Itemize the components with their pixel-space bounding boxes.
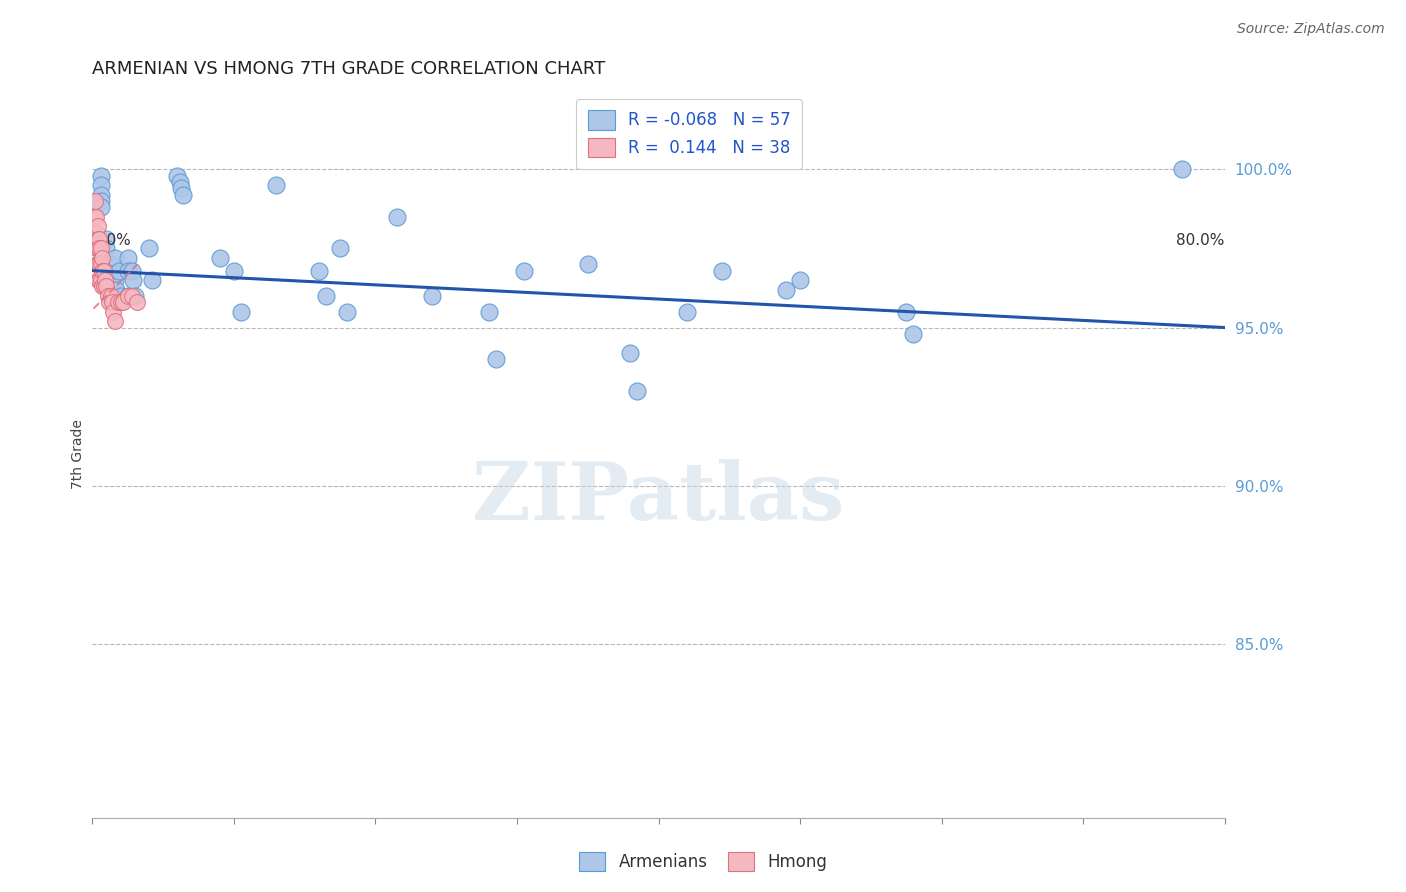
Point bbox=[127, 295, 149, 310]
Point bbox=[117, 263, 139, 277]
Point bbox=[90, 187, 112, 202]
Point bbox=[91, 251, 114, 265]
Point bbox=[91, 279, 114, 293]
Point bbox=[117, 289, 139, 303]
Point bbox=[315, 289, 337, 303]
Point bbox=[90, 242, 112, 256]
Point bbox=[103, 304, 125, 318]
Point bbox=[775, 283, 797, 297]
Point bbox=[107, 295, 129, 310]
Point bbox=[117, 251, 139, 265]
Point bbox=[485, 352, 508, 367]
Point bbox=[110, 289, 132, 303]
Point bbox=[96, 279, 118, 293]
Point bbox=[89, 273, 111, 287]
Point bbox=[96, 257, 118, 271]
Text: ZIPatlas: ZIPatlas bbox=[472, 458, 845, 537]
Point bbox=[86, 210, 108, 224]
Point bbox=[110, 295, 132, 310]
Point bbox=[576, 257, 599, 271]
Point bbox=[90, 178, 112, 193]
Point bbox=[86, 257, 108, 271]
Point bbox=[100, 257, 122, 271]
Point bbox=[101, 289, 124, 303]
Text: 80.0%: 80.0% bbox=[1177, 233, 1225, 248]
Point bbox=[229, 304, 252, 318]
Y-axis label: 7th Grade: 7th Grade bbox=[72, 419, 86, 489]
Point bbox=[87, 219, 110, 234]
Point bbox=[87, 273, 110, 287]
Legend: Armenians, Hmong: Armenians, Hmong bbox=[571, 843, 835, 880]
Text: ARMENIAN VS HMONG 7TH GRADE CORRELATION CHART: ARMENIAN VS HMONG 7TH GRADE CORRELATION … bbox=[93, 60, 606, 78]
Point bbox=[89, 257, 111, 271]
Point bbox=[222, 263, 245, 277]
Point bbox=[101, 295, 124, 310]
Point bbox=[122, 273, 145, 287]
Point bbox=[676, 304, 699, 318]
Point bbox=[100, 289, 122, 303]
Point bbox=[87, 242, 110, 256]
Point bbox=[711, 263, 734, 277]
Point bbox=[89, 242, 111, 256]
Point bbox=[93, 279, 115, 293]
Point bbox=[172, 187, 194, 202]
Point bbox=[208, 251, 231, 265]
Point bbox=[104, 273, 127, 287]
Point bbox=[513, 263, 536, 277]
Point bbox=[108, 263, 131, 277]
Point bbox=[420, 289, 443, 303]
Point bbox=[121, 289, 143, 303]
Point bbox=[896, 304, 918, 318]
Point bbox=[104, 314, 127, 328]
Point bbox=[112, 295, 135, 310]
Point bbox=[90, 273, 112, 287]
Point bbox=[105, 283, 128, 297]
Point bbox=[117, 289, 139, 303]
Point bbox=[96, 273, 118, 287]
Point bbox=[87, 232, 110, 246]
Point bbox=[94, 273, 117, 287]
Point bbox=[86, 242, 108, 256]
Point bbox=[86, 226, 108, 240]
Point bbox=[478, 304, 501, 318]
Text: Source: ZipAtlas.com: Source: ZipAtlas.com bbox=[1237, 22, 1385, 37]
Legend: R = -0.068   N = 57, R =  0.144   N = 38: R = -0.068 N = 57, R = 0.144 N = 38 bbox=[576, 99, 803, 169]
Point bbox=[87, 257, 110, 271]
Point bbox=[84, 226, 107, 240]
Point bbox=[97, 289, 120, 303]
Point bbox=[619, 346, 641, 360]
Point bbox=[264, 178, 287, 193]
Point bbox=[166, 169, 188, 183]
Point bbox=[96, 242, 118, 256]
Point bbox=[626, 384, 648, 398]
Point bbox=[329, 242, 352, 256]
Point bbox=[84, 210, 107, 224]
Point bbox=[121, 263, 143, 277]
Point bbox=[138, 242, 160, 256]
Point bbox=[84, 194, 107, 208]
Point bbox=[141, 273, 163, 287]
Point bbox=[170, 181, 193, 195]
Point bbox=[91, 263, 114, 277]
Point bbox=[96, 232, 118, 246]
Point bbox=[385, 210, 408, 224]
Point bbox=[1171, 162, 1194, 177]
Text: 0.0%: 0.0% bbox=[93, 233, 131, 248]
Point bbox=[789, 273, 811, 287]
Point bbox=[169, 175, 191, 189]
Point bbox=[93, 263, 115, 277]
Point bbox=[90, 194, 112, 208]
Point bbox=[903, 326, 925, 341]
Point bbox=[89, 232, 111, 246]
Point bbox=[100, 273, 122, 287]
Point bbox=[90, 257, 112, 271]
Point bbox=[336, 304, 359, 318]
Point bbox=[90, 169, 112, 183]
Point bbox=[308, 263, 330, 277]
Point bbox=[98, 295, 121, 310]
Point bbox=[90, 200, 112, 214]
Point bbox=[104, 251, 127, 265]
Point bbox=[124, 289, 146, 303]
